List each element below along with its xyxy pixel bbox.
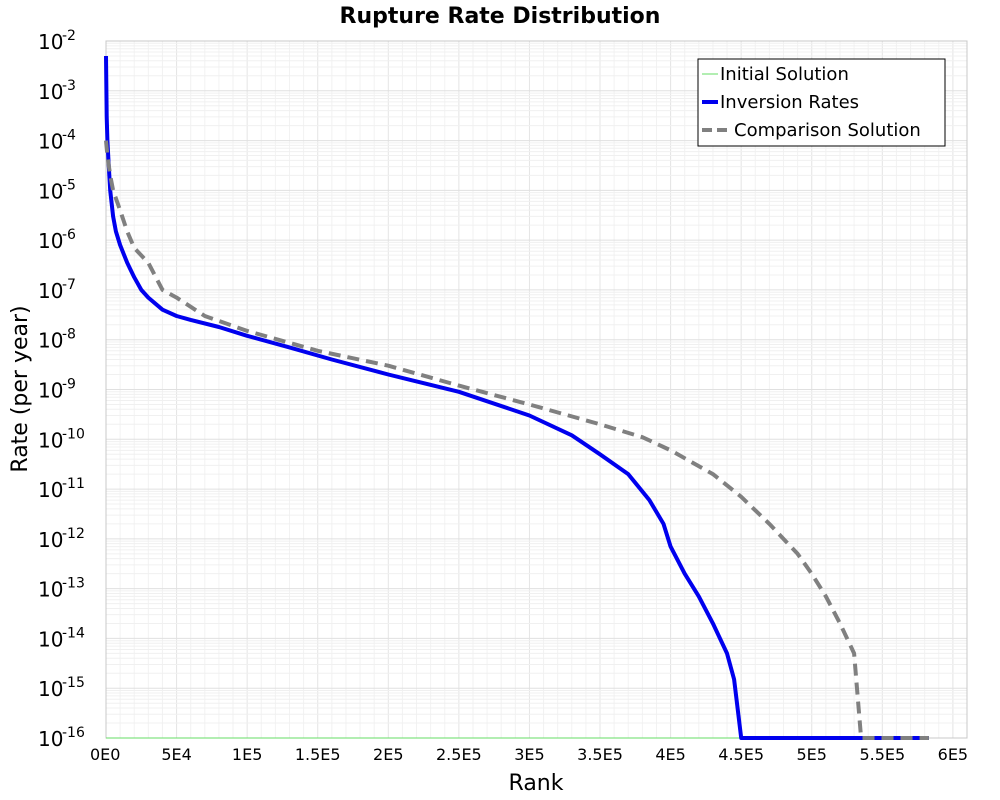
x-tick-label: 1E5 [232,745,262,764]
y-tick-base: 10 [38,677,63,701]
y-tick-base: 10 [38,627,63,651]
legend-entry-label: Initial Solution [720,64,849,85]
y-tick-exponent: -8 [62,327,76,343]
x-tick-label: 5E4 [161,745,191,764]
y-tick-label: 10-10 [38,426,85,452]
x-tick-label: 4E5 [655,745,685,764]
y-tick-exponent: -11 [62,476,85,492]
y-tick-base: 10 [38,578,63,602]
y-axis-label: Rate (per year) [8,305,33,472]
y-tick-label: 10-4 [38,128,76,154]
y-tick-exponent: -7 [62,277,76,293]
y-tick-exponent: -3 [62,78,76,94]
legend-box [697,58,946,147]
x-tick-label: 1.5E5 [295,745,341,764]
x-tick-label: 0E0 [90,745,120,764]
y-tick-label: 10-11 [38,476,85,502]
y-tick-base: 10 [38,30,63,54]
series-layer [104,55,929,740]
legend: Initial Solution Inversion Rates Compariso… [697,58,946,147]
x-tick-label: 3.5E5 [577,745,623,764]
x-tick-label: 6E5 [938,745,968,764]
x-tick-label: 4.5E5 [718,745,764,764]
legend-entry-label: Comparison Solution [734,120,921,141]
y-tick-base: 10 [38,528,63,552]
y-tick-base: 10 [38,279,63,303]
y-tick-label: 10-3 [38,78,76,104]
y-axis-ticks: 10-210-310-410-510-610-710-810-910-1010-… [38,28,85,751]
y-tick-base: 10 [38,229,63,253]
y-tick-exponent: -5 [62,177,76,193]
y-tick-exponent: -15 [62,675,85,691]
y-tick-label: 10-14 [38,625,85,651]
y-tick-exponent: -6 [62,227,76,243]
y-tick-label: 10-2 [38,28,76,54]
y-tick-base: 10 [38,379,63,403]
y-tick-base: 10 [38,80,63,104]
y-tick-base: 10 [38,329,63,353]
y-tick-base: 10 [38,179,63,203]
y-tick-exponent: -12 [62,526,85,542]
y-tick-label: 10-5 [38,177,76,203]
y-tick-exponent: -9 [62,377,76,393]
x-tick-label: 3E5 [514,745,544,764]
y-tick-label: 10-12 [38,526,85,552]
series-line-inversion-rates [104,55,929,740]
y-tick-label: 10-16 [38,725,85,751]
y-tick-exponent: -10 [62,426,85,442]
y-tick-exponent: -14 [62,625,85,641]
x-tick-label: 2.5E5 [436,745,482,764]
y-tick-exponent: -13 [62,576,85,592]
y-tick-label: 10-8 [38,327,76,353]
y-tick-base: 10 [38,478,63,502]
chart-title: Rupture Rate Distribution [340,4,661,29]
y-tick-label: 10-7 [38,277,76,303]
y-tick-label: 10-6 [38,227,76,253]
x-axis-label: Rank [509,771,564,796]
x-tick-label: 5E5 [797,745,827,764]
y-tick-exponent: -4 [62,128,76,144]
y-tick-label: 10-15 [38,675,85,701]
x-tick-label: 2E5 [373,745,403,764]
series-line-comparison-solution [104,140,929,740]
x-axis-ticks: 0E0 5E4 1E5 1.5E5 2E5 2.5E5 3E5 3.5E5 4E5 4.5E5 5E… [90,745,968,764]
y-tick-exponent: -2 [62,28,76,44]
y-tick-base: 10 [38,130,63,154]
legend-entry-label: Inversion Rates [720,92,859,113]
y-tick-base: 10 [38,428,63,452]
y-tick-label: 10-13 [38,576,85,602]
y-tick-label: 10-9 [38,377,76,403]
x-tick-label: 5.5E5 [859,745,905,764]
y-tick-exponent: -16 [62,725,85,741]
y-tick-base: 10 [38,727,63,751]
